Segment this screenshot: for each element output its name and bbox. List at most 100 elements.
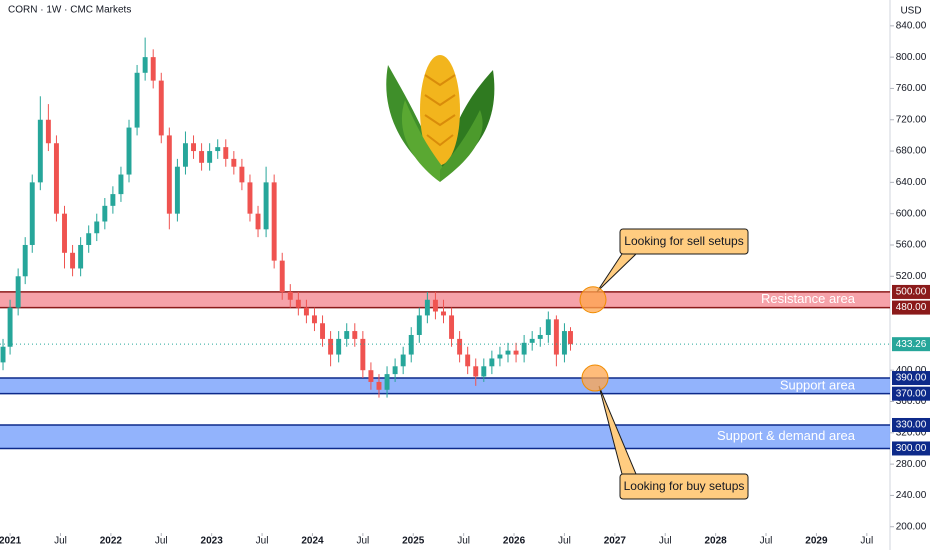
candle-body xyxy=(400,354,406,367)
y-tick-label: 320.00 xyxy=(896,427,927,438)
x-tick-label: 2026 xyxy=(503,536,526,547)
candle-body xyxy=(279,260,285,292)
x-tick-label: 2024 xyxy=(301,536,324,547)
x-tick-label: Jul xyxy=(256,536,269,547)
candle-body xyxy=(320,323,326,339)
candle-body xyxy=(303,307,309,316)
candle-body xyxy=(312,315,317,324)
y-tick-label: 520.00 xyxy=(896,271,927,282)
candle-body xyxy=(408,334,414,355)
y-tick-label: 600.00 xyxy=(896,208,927,219)
candle-body xyxy=(416,315,422,335)
candle-body xyxy=(199,151,205,163)
y-tick-label: 200.00 xyxy=(896,521,927,532)
candle-body xyxy=(142,57,148,73)
zone xyxy=(0,424,890,449)
candle-body xyxy=(521,342,527,355)
corn-icon xyxy=(386,55,495,182)
candle-body xyxy=(352,331,358,339)
price-label: 480.00 xyxy=(896,302,927,313)
price-label: 330.00 xyxy=(896,420,927,431)
x-tick-label: 2027 xyxy=(604,536,627,547)
zone xyxy=(0,291,890,308)
candle-body xyxy=(449,315,455,339)
price-label-box xyxy=(892,284,930,299)
candle-body xyxy=(489,358,495,367)
candle-body xyxy=(37,119,43,183)
price-label-box xyxy=(892,386,930,401)
candle-body xyxy=(424,299,430,316)
highlight-circle xyxy=(581,364,609,392)
candle-body xyxy=(223,147,229,159)
candle-body xyxy=(287,291,293,300)
candle-body xyxy=(473,366,479,377)
price-label: 300.00 xyxy=(896,443,927,454)
last-price-label: 433.26 xyxy=(896,339,927,350)
candle-body xyxy=(360,338,366,371)
candle-body xyxy=(22,244,28,277)
candle-body xyxy=(553,319,559,355)
y-tick-label: 280.00 xyxy=(896,459,927,470)
candle-body xyxy=(376,381,382,390)
candle-body xyxy=(7,307,13,347)
candle-body xyxy=(231,158,237,167)
last-price-box xyxy=(892,337,930,352)
candle-body xyxy=(215,147,221,152)
y-tick-label: 800.00 xyxy=(896,52,927,63)
candle-body xyxy=(295,299,301,308)
y-tick-label: 640.00 xyxy=(896,177,927,188)
candle-body xyxy=(53,143,59,214)
y-tick-label: 240.00 xyxy=(896,490,927,501)
candle-body xyxy=(126,127,132,175)
price-label-box xyxy=(892,300,930,315)
candle-body xyxy=(505,350,511,355)
candle-body xyxy=(191,143,196,152)
y-tick-label: 680.00 xyxy=(896,146,927,157)
candle-body xyxy=(94,221,100,234)
y-tick-label: 720.00 xyxy=(896,114,927,125)
candle-body xyxy=(537,334,543,339)
callout-box xyxy=(619,473,749,500)
price-label-box xyxy=(892,441,930,456)
candle-body xyxy=(497,354,503,359)
candle-body xyxy=(255,213,261,230)
chart-title: CORN · 1W · CMC Markets xyxy=(8,5,131,16)
candle-body xyxy=(134,72,140,128)
zone-label: Support & demand area xyxy=(717,428,856,443)
candle-body xyxy=(102,205,108,222)
x-tick-label: 2025 xyxy=(402,536,425,547)
candle-body xyxy=(207,151,213,163)
zone xyxy=(0,378,890,394)
candle-body xyxy=(513,350,519,355)
candle-body xyxy=(166,135,172,214)
candle-body xyxy=(432,299,438,312)
price-label: 500.00 xyxy=(896,287,927,298)
candle-body xyxy=(344,331,350,339)
candle-body xyxy=(174,166,180,214)
candle-body xyxy=(465,354,471,367)
candle-body xyxy=(158,80,164,136)
candle-body xyxy=(29,182,35,245)
candle-body xyxy=(247,182,253,214)
currency-label: USD xyxy=(900,6,921,17)
candle-body xyxy=(118,174,124,195)
candle-body xyxy=(441,311,446,316)
candle-body xyxy=(271,182,277,261)
x-tick-label: 2023 xyxy=(201,536,224,547)
price-label: 370.00 xyxy=(896,388,927,399)
x-tick-label: Jul xyxy=(860,536,873,547)
candle-body xyxy=(110,194,116,206)
candle-body xyxy=(70,252,76,269)
x-tick-label: 2029 xyxy=(805,536,828,547)
x-tick-label: Jul xyxy=(760,536,773,547)
y-tick-label: 560.00 xyxy=(896,240,927,251)
candle-body xyxy=(150,57,156,81)
candle-body xyxy=(457,338,463,355)
x-tick-label: Jul xyxy=(457,536,470,547)
price-label-box xyxy=(892,371,930,386)
candle-body xyxy=(568,331,573,345)
x-tick-label: 2022 xyxy=(100,536,123,547)
zone-label: Support area xyxy=(780,377,856,392)
